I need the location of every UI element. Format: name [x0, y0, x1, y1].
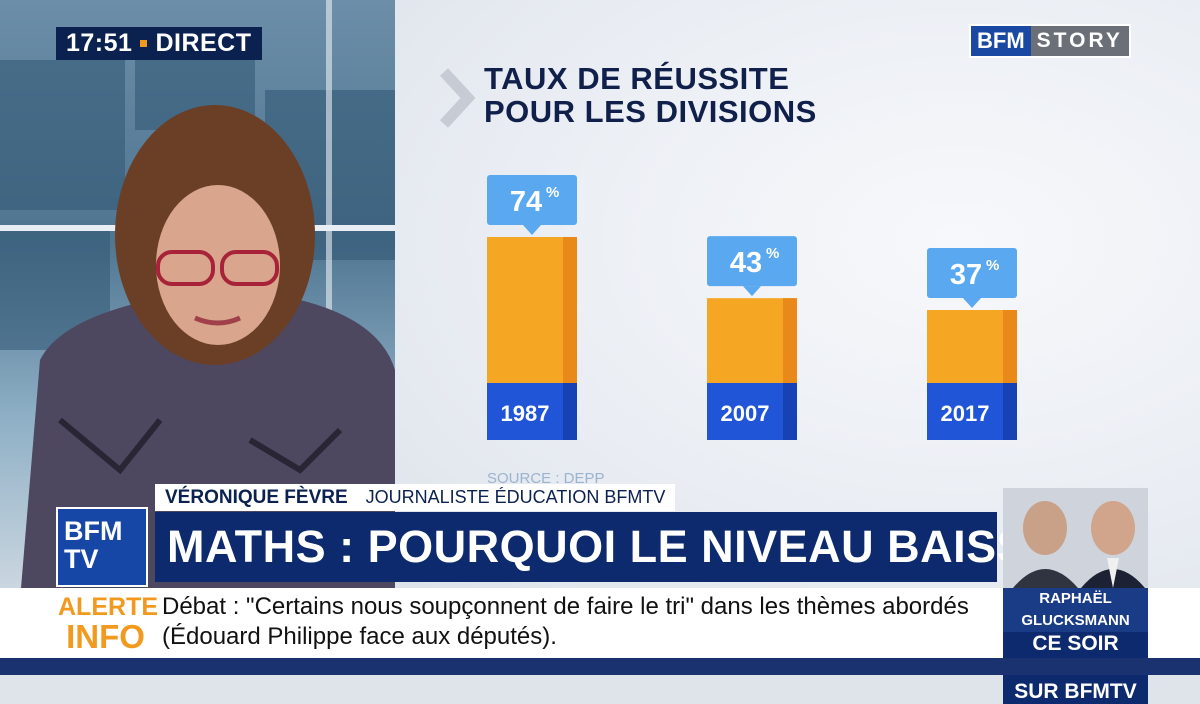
alert-label-line1: ALERTE	[58, 593, 158, 621]
alert-text: Débat : "Certains nous soupçonnent de fa…	[162, 593, 969, 650]
alert-label: ALERTE INFO	[58, 593, 158, 655]
bar-side-2017	[1003, 310, 1017, 383]
alert-bar	[0, 588, 1200, 658]
headline-text: MATHS : POURQUOI LE NIVEAU BAISSE ?	[167, 521, 1099, 572]
value-bubble-pointer-1987	[523, 225, 541, 235]
value-unit-1987: %	[546, 184, 559, 201]
value-bubble-pointer-2007	[743, 286, 761, 297]
bar-side-2007	[783, 298, 797, 383]
bar-base-2017	[927, 383, 1017, 440]
chart-title: TAUX DE RÉUSSITE POUR LES DIVISIONS	[484, 62, 817, 128]
bar-base-side-2017	[1003, 383, 1017, 440]
logo-story: STORY	[1030, 26, 1129, 56]
promo-guests-image	[1003, 488, 1148, 588]
presenter-name: VÉRONIQUE FÈVRE	[165, 486, 348, 508]
bar-chart: 1987 74 % 2007 43 % 2017 37%	[487, 175, 1017, 440]
bottom-band	[0, 658, 1200, 675]
clock-time: 17:51	[66, 29, 133, 57]
value-bubble-pointer-2017	[963, 298, 981, 308]
value-label-1987: 74	[510, 186, 542, 218]
value-bubble-2007	[707, 236, 797, 287]
year-label-2017: 2017	[941, 401, 990, 426]
chart-source: SOURCE : DEPP	[487, 470, 605, 487]
live-time-bar: 17:51 DIRECT	[56, 27, 262, 60]
logo-bfm: BFM	[971, 26, 1031, 56]
bar-base-side-1987	[563, 383, 577, 440]
value-bubble-2017	[927, 248, 1017, 298]
bar-1987	[487, 237, 577, 383]
bar-base-2007	[707, 383, 797, 440]
value-unit-2007: %	[766, 245, 779, 262]
live-label: DIRECT	[155, 29, 252, 57]
value-label-2007: 43	[730, 247, 762, 279]
bfmtv-logo: BFM TV	[56, 507, 148, 587]
bar-base-1987	[487, 383, 577, 440]
promo-guest: RAPHAËL GLUCKSMANN	[1003, 588, 1148, 632]
chevron-right-icon	[439, 68, 476, 128]
chart-title-line2: POUR LES DIVISIONS	[484, 94, 817, 129]
bar-base-side-2007	[783, 383, 797, 440]
year-label-1987: 1987	[501, 401, 550, 426]
promo-line2: SUR BFMTV	[1014, 680, 1137, 703]
promo-caption: RAPHAËL GLUCKSMANN CE SOIR 22h30 SUR BFM…	[1003, 588, 1148, 704]
alert-label-line2: INFO	[66, 618, 145, 655]
headline: MATHS : POURQUOI LE NIVEAU BAISSE ?	[155, 512, 1117, 582]
bar-2007	[707, 298, 797, 383]
separator-dot	[140, 40, 148, 47]
bfm-story-logo: BFM STORY	[969, 24, 1131, 58]
presenter-role: JOURNALISTE ÉDUCATION BFMTV	[365, 487, 666, 507]
value-bubble-1987	[487, 175, 577, 225]
bar-2017	[927, 310, 1017, 383]
bar-side-1987	[563, 237, 577, 383]
year-label-2007: 2007	[721, 401, 770, 426]
value-label-2017: 37	[950, 259, 982, 291]
value-unit-2017: %	[986, 257, 999, 274]
chart-title-line1: TAUX DE RÉUSSITE	[484, 61, 790, 96]
name-strip: VÉRONIQUE FÈVRE JOURNALISTE ÉDUCATION BF…	[155, 484, 675, 511]
